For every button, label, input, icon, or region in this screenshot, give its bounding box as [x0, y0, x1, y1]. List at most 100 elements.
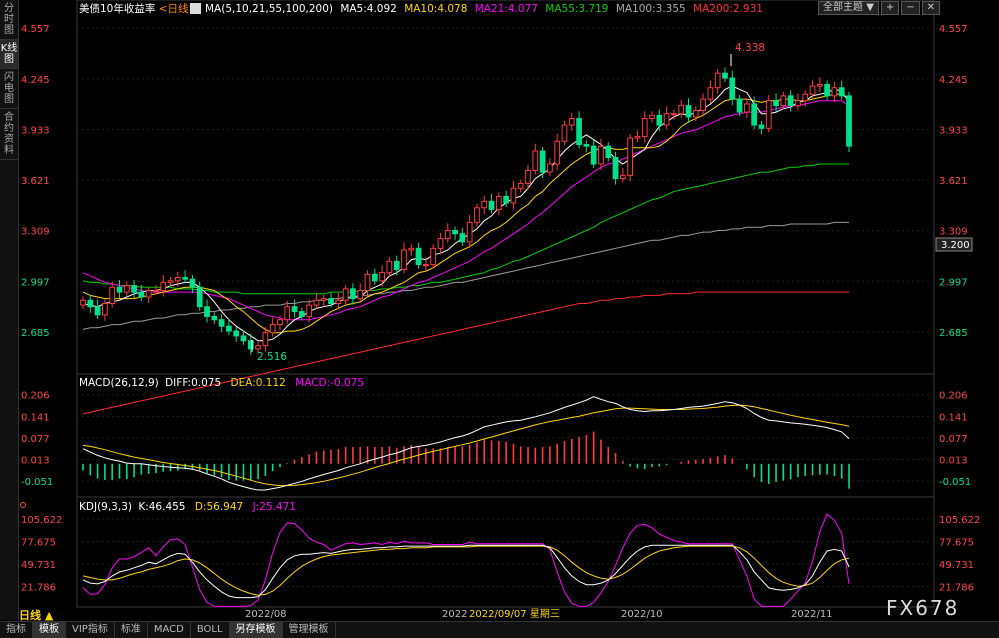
candle-body	[123, 285, 130, 293]
candle-body	[255, 345, 261, 350]
candle-body	[233, 330, 240, 337]
macd-axis-left-label: 0.206	[21, 391, 50, 402]
price-axis-right-label: 3.621	[939, 176, 968, 187]
candle-body	[379, 272, 385, 282]
bottom-toolbar: 指标 模板 VIP指标 标准 MACD BOLL 另存模板 管理模板	[0, 621, 999, 638]
theme-select[interactable]: 全部主题 ▼	[818, 1, 879, 15]
candle-body	[846, 95, 852, 147]
kdj-axis-right-label: 77.675	[939, 538, 974, 549]
candle-body	[510, 187, 517, 204]
price-axis-right-label: 2.685	[939, 328, 968, 339]
tab-indicators[interactable]: 指标	[0, 622, 33, 638]
candle-body	[335, 299, 342, 304]
macd-panel-frame	[76, 373, 935, 498]
candle-body	[247, 340, 254, 350]
candle-body	[306, 304, 313, 317]
side-tab-kline[interactable]: K线图	[0, 40, 18, 69]
candle-body	[568, 118, 575, 126]
candle-body	[495, 195, 502, 210]
candle-body	[714, 72, 721, 89]
candle-body	[350, 288, 356, 300]
candle-body	[94, 306, 101, 316]
candle-body	[167, 280, 174, 283]
kdj-panel-frame	[76, 496, 935, 608]
kdj-axis-right-label: 49.731	[939, 560, 974, 571]
close-button[interactable]: ✕	[921, 1, 941, 15]
kdj-j-line	[82, 513, 850, 607]
candle-body	[393, 260, 400, 270]
candle-body	[547, 163, 553, 173]
candle-body	[627, 137, 634, 176]
candle-body	[590, 145, 597, 165]
tab-vip-indicators[interactable]: VIP指标	[66, 622, 115, 638]
macd-axis-left-label: 0.141	[21, 413, 50, 424]
ma200-line	[82, 291, 849, 415]
tab-standard[interactable]: 标准	[115, 622, 148, 638]
side-tab-contract-info[interactable]: 合约资料	[0, 109, 18, 160]
tab-templates[interactable]: 模板	[33, 622, 66, 638]
candle-body	[795, 100, 801, 107]
side-tab-flash[interactable]: 闪电图	[0, 69, 18, 109]
candle-body	[685, 105, 692, 118]
candle-body	[196, 286, 203, 308]
candle-body	[211, 315, 218, 321]
tab-manage-templates[interactable]: 管理模板	[283, 622, 336, 638]
candle-body	[598, 145, 604, 165]
candle-body	[160, 281, 167, 292]
candle-body	[269, 324, 276, 334]
ma55-value: MA55:3.719	[545, 3, 608, 15]
candle-body	[649, 114, 655, 120]
candle-body	[751, 103, 758, 126]
macd-axis-right-label: 0.013	[939, 455, 968, 466]
kdj-d-line	[82, 545, 850, 596]
candle-body	[816, 84, 823, 87]
candle-body	[809, 85, 816, 95]
tab-boll[interactable]: BOLL	[191, 622, 230, 638]
candle-body	[291, 306, 298, 313]
kdj-label: KDJ(9,3,3)	[79, 501, 132, 513]
tab-macd[interactable]: MACD	[148, 622, 191, 638]
candle-body	[138, 291, 145, 298]
candle-body	[87, 299, 94, 308]
candle-body	[401, 249, 407, 270]
macd-axis-right-label: 0.077	[939, 434, 968, 445]
price-axis-left-label: 4.557	[21, 24, 50, 35]
candle-body	[298, 311, 305, 317]
side-tab-intraday[interactable]: 分时图	[0, 0, 18, 40]
macd-axis-left-label: 0.013	[21, 455, 50, 466]
macd-axis-right-label: 0.206	[939, 391, 968, 402]
period-selector[interactable]: 日线 ▲	[19, 609, 54, 622]
candle-body	[80, 299, 86, 306]
candle-body	[736, 98, 743, 113]
date-label-cursor: 2022/09/07 星期三	[469, 608, 560, 620]
candle-body	[831, 87, 838, 97]
ma5-line	[82, 85, 850, 342]
kdj-axis-right-label: 21.786	[939, 582, 974, 593]
price-axis-right-label: 3.933	[939, 125, 968, 136]
candle-body	[576, 118, 582, 146]
candle-body	[619, 174, 626, 180]
candle-body	[503, 195, 509, 204]
price-axis-left-label: 3.309	[21, 227, 50, 238]
candle-body	[525, 169, 531, 184]
kdj-j-value: J:25.471	[252, 501, 296, 513]
candle-body	[174, 277, 181, 282]
candle-body	[466, 221, 473, 243]
ma-settings-icon[interactable]	[190, 3, 201, 14]
watermark-logo: FX678	[886, 596, 960, 620]
price-axis-left-label: 2.685	[21, 328, 50, 339]
macd-axis-left-label: -0.051	[21, 477, 53, 488]
candle-body	[189, 278, 196, 288]
minimize-button[interactable]: −	[901, 1, 920, 15]
macd-dea-line	[82, 404, 850, 487]
svg-text:MACD(26,12,9) DIFF:0.075: MACD(26,12,9) DIFF:0.075 DEA:0.112 MACD:…	[79, 377, 364, 389]
add-button[interactable]: +	[880, 1, 900, 15]
ma21-value: MA21:4.077	[475, 3, 538, 15]
candle-body	[218, 319, 225, 327]
kdj-axis-left-label: 49.731	[21, 560, 56, 571]
candle-body	[802, 93, 809, 102]
chart-canvas[interactable]: 4.557 4.557 4.245 4.245 3.933 3.933 3.621 3.621…	[19, 0, 999, 620]
candle-body	[700, 98, 706, 111]
svg-text:美债10年收益率 <日线>: 美债10年收益率 <日线>	[79, 2, 197, 15]
tab-save-template[interactable]: 另存模板	[229, 622, 283, 638]
